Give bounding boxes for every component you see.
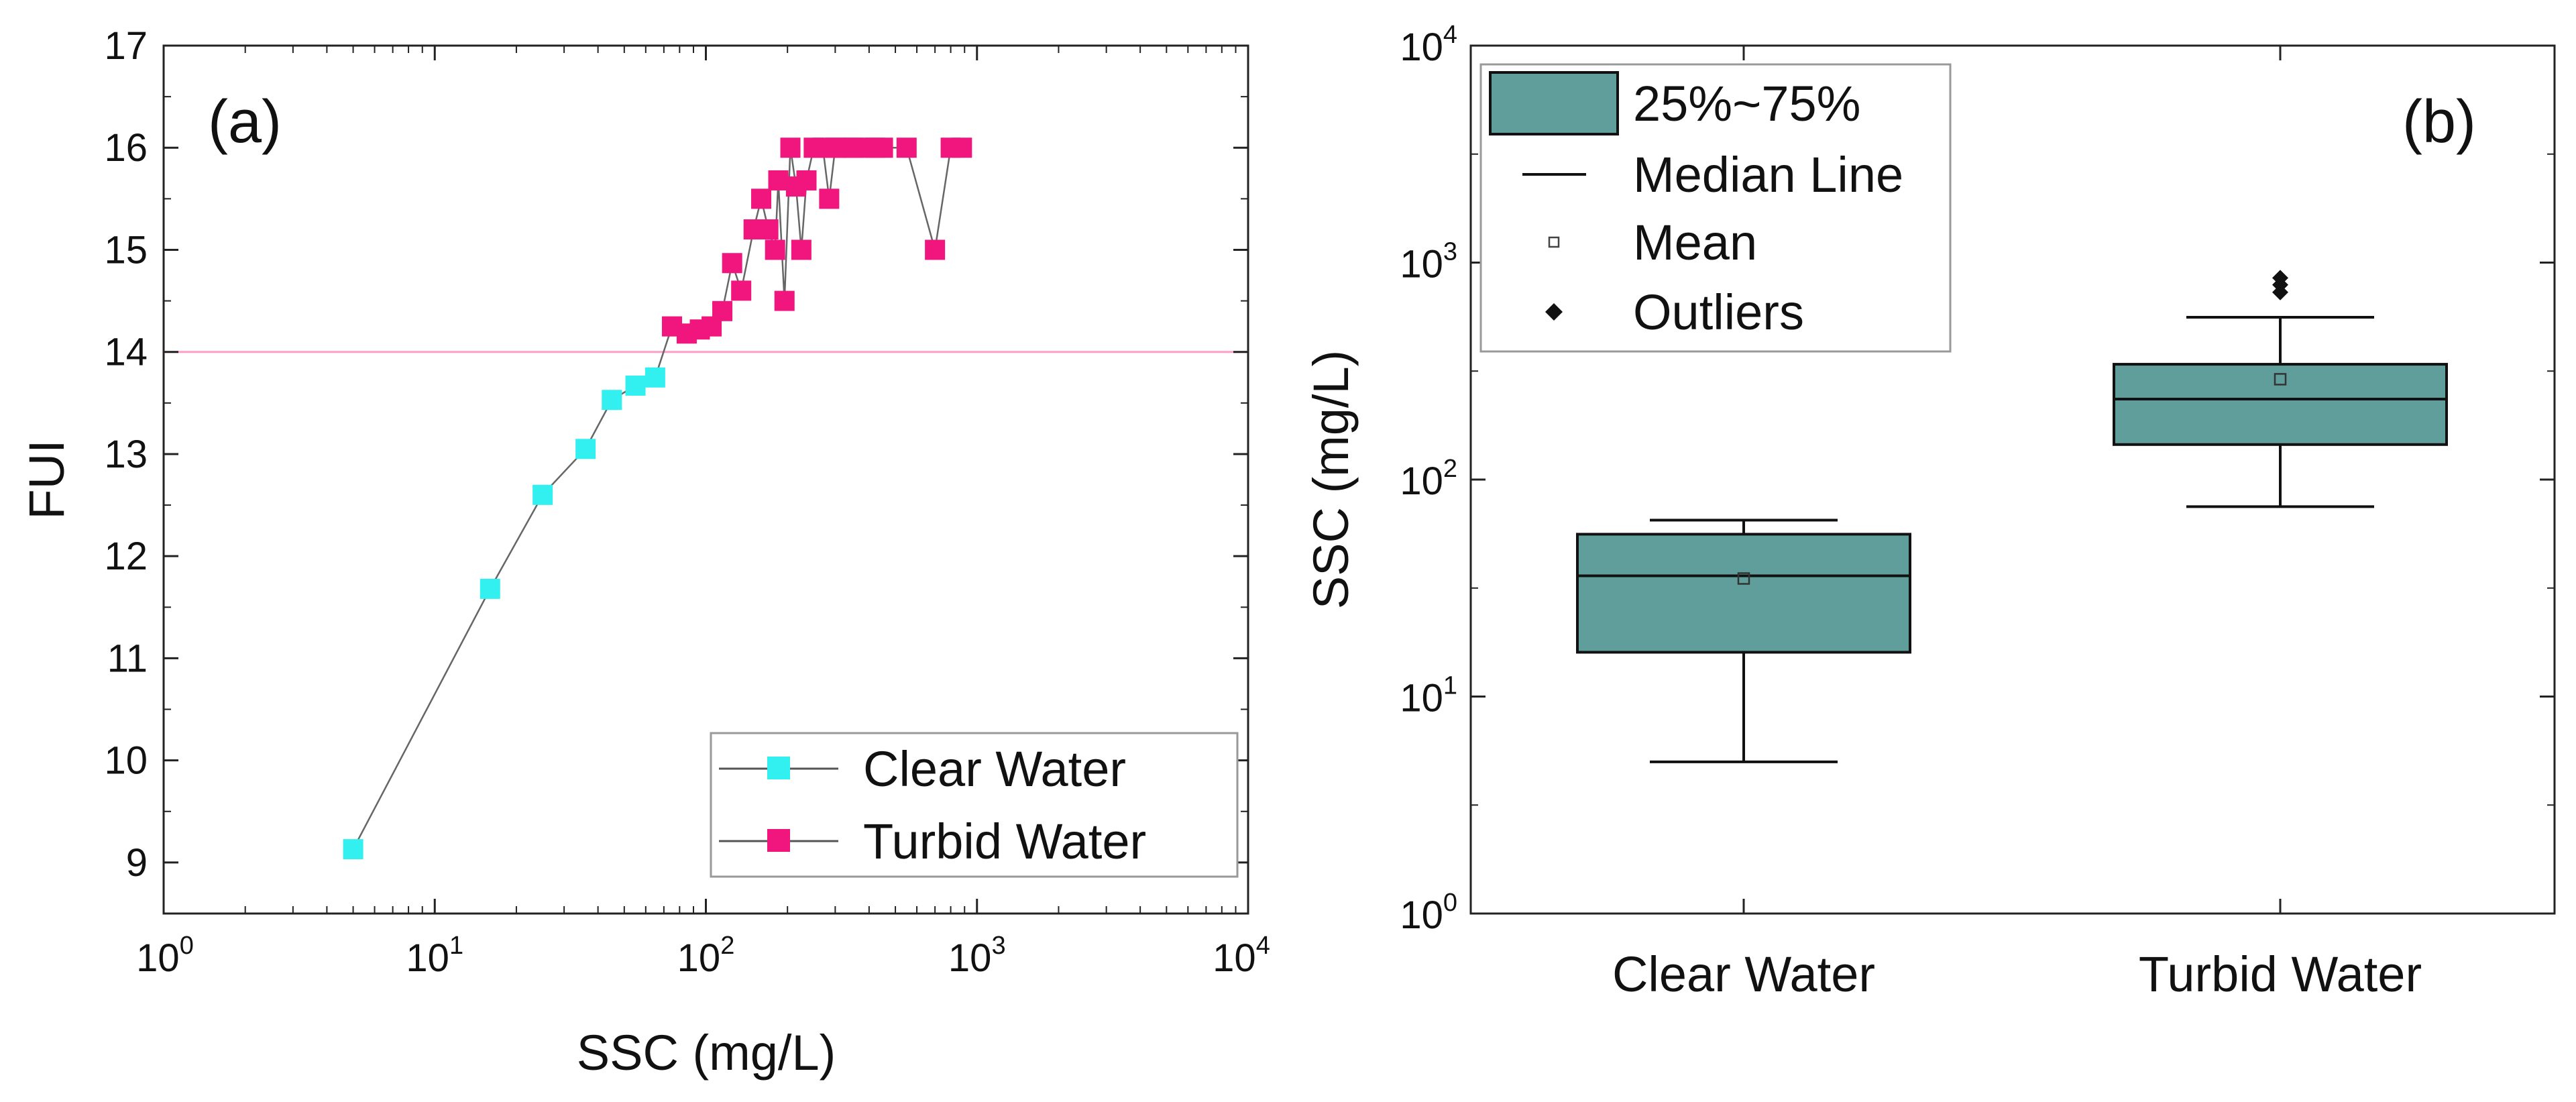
panel-a-x-axis-title: SSC (mg/L) <box>577 1025 836 1081</box>
y-tick-label: 13 <box>104 433 148 476</box>
y-tick-label: 17 <box>104 24 148 68</box>
turbid-water-point <box>925 239 946 260</box>
clear-water-point <box>625 375 646 396</box>
legend-median-label: Median Line <box>1633 147 1903 203</box>
y-tick-label: 12 <box>104 535 148 578</box>
legend-turbid-water-marker <box>767 829 790 852</box>
y-tick-label: 102 <box>1400 455 1457 503</box>
panel-b-label: (b) <box>2402 89 2476 156</box>
panel-a-scatter-chart: 100 101 102 103 104 9 10 11 12 13 14 15 16 17 (a) SSC… <box>19 24 1270 1081</box>
legend-outliers-label: Outliers <box>1633 284 1804 340</box>
legend-mean-marker <box>1548 236 1560 248</box>
turbid-water-point <box>791 239 811 260</box>
turbid-water-point <box>751 188 772 209</box>
turbid-water-point <box>873 137 893 158</box>
clear-water-point <box>480 578 500 599</box>
panel-b-category-clear-water: Clear Water <box>1612 946 1875 1002</box>
panel-b-legend: 25%~75% Median Line Mean Outliers <box>1479 63 1952 353</box>
x-tick-label: 101 <box>406 932 463 980</box>
y-tick-label: 103 <box>1400 238 1457 286</box>
clear-water-point <box>533 484 553 505</box>
y-tick-label: 15 <box>104 228 148 272</box>
turbid-water-outlier-point <box>2272 270 2288 286</box>
legend-box-label: 25%~75% <box>1633 76 1860 131</box>
legend-turbid-water-label: Turbid Water <box>863 814 1146 869</box>
clear-water-point <box>343 839 363 860</box>
legend-clear-water-label: Clear Water <box>863 741 1126 797</box>
clear-water-point <box>645 367 665 388</box>
x-tick-label: 103 <box>948 932 1006 980</box>
x-tick-label: 100 <box>136 932 194 980</box>
y-tick-label: 100 <box>1400 889 1457 937</box>
turbid-water-point <box>819 188 840 209</box>
turbid-water-point <box>758 219 779 240</box>
y-tick-label: 11 <box>107 637 148 680</box>
y-tick-label: 10 <box>104 739 148 783</box>
panel-b-category-turbid-water: Turbid Water <box>2139 946 2422 1002</box>
turbid-water-point <box>780 137 801 158</box>
panel-a-label: (a) <box>208 89 282 156</box>
y-tick-label: 9 <box>126 841 148 885</box>
panel-b-y-axis-title: SSC (mg/L) <box>1303 350 1359 610</box>
turbid-water-iqr-box <box>2113 363 2448 446</box>
panel-a-legend-frame <box>710 732 1239 878</box>
y-tick-label: 14 <box>104 331 148 374</box>
turbid-water-point <box>768 170 789 190</box>
y-tick-label: 101 <box>1400 672 1457 720</box>
panel-b-box-chart: 100 101 102 103 104 (b) SSC (mg/L) Clear Wat… <box>1303 21 2556 1002</box>
legend-mean-label: Mean <box>1633 215 1757 270</box>
turbid-water-point <box>952 137 972 158</box>
turbid-water-point <box>731 280 752 301</box>
turbid-water-mean-marker <box>2274 373 2287 386</box>
legend-outlier-marker <box>1545 303 1563 321</box>
legend-clear-water-marker <box>767 757 790 779</box>
clear-water-point <box>575 439 596 459</box>
turbid-water-point <box>765 239 785 260</box>
turbid-water-point <box>774 290 795 311</box>
panel-a-legend: Clear Water Turbid Water <box>710 732 1239 878</box>
y-tick-label: 16 <box>104 126 148 170</box>
turbid-water-point <box>712 300 733 321</box>
panel-a-y-axis-title: FUI <box>19 439 74 519</box>
clear-water-point <box>602 390 622 410</box>
x-tick-label: 102 <box>677 932 735 980</box>
turbid-water-point <box>896 137 917 158</box>
x-tick-label: 104 <box>1213 932 1270 980</box>
turbid-water-point <box>722 253 742 274</box>
clear-water-iqr-box <box>1576 533 1911 654</box>
legend-box-swatch <box>1489 71 1619 135</box>
turbid-water-point <box>796 170 817 190</box>
clear-water-mean-marker <box>1737 572 1750 585</box>
y-tick-label: 104 <box>1400 21 1457 69</box>
